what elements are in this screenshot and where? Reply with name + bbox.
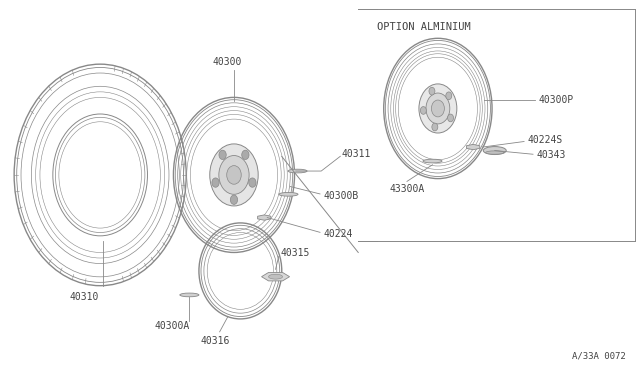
Polygon shape bbox=[467, 144, 480, 150]
Text: 40300A: 40300A bbox=[154, 321, 190, 331]
Ellipse shape bbox=[210, 144, 258, 206]
Text: 40300: 40300 bbox=[213, 57, 243, 67]
Ellipse shape bbox=[432, 123, 438, 131]
Text: 40300P: 40300P bbox=[538, 95, 573, 105]
Ellipse shape bbox=[486, 151, 504, 154]
Ellipse shape bbox=[227, 166, 241, 184]
Ellipse shape bbox=[426, 93, 450, 124]
Text: 40311: 40311 bbox=[342, 150, 371, 160]
Ellipse shape bbox=[212, 178, 219, 187]
Polygon shape bbox=[258, 215, 271, 220]
Text: OPTION ALMINIUM: OPTION ALMINIUM bbox=[378, 22, 471, 32]
Ellipse shape bbox=[423, 159, 442, 163]
Text: 40343: 40343 bbox=[536, 150, 566, 160]
Ellipse shape bbox=[447, 114, 454, 122]
Ellipse shape bbox=[419, 84, 457, 133]
Text: 40224: 40224 bbox=[323, 229, 353, 239]
Ellipse shape bbox=[288, 169, 307, 173]
Polygon shape bbox=[262, 272, 289, 281]
Text: 40316: 40316 bbox=[201, 336, 230, 346]
Ellipse shape bbox=[269, 274, 283, 279]
Ellipse shape bbox=[420, 107, 426, 114]
Text: 43300A: 43300A bbox=[389, 184, 424, 194]
Ellipse shape bbox=[279, 192, 298, 196]
Ellipse shape bbox=[483, 147, 506, 154]
Ellipse shape bbox=[219, 155, 249, 194]
Text: 40224S: 40224S bbox=[527, 135, 563, 145]
Ellipse shape bbox=[249, 178, 256, 187]
Text: 40300B: 40300B bbox=[323, 191, 358, 201]
Ellipse shape bbox=[446, 92, 452, 100]
Ellipse shape bbox=[180, 293, 199, 297]
Ellipse shape bbox=[230, 195, 237, 204]
Text: 40310: 40310 bbox=[70, 292, 99, 302]
Ellipse shape bbox=[431, 100, 444, 117]
Ellipse shape bbox=[242, 150, 249, 160]
Ellipse shape bbox=[429, 87, 435, 95]
Text: 40315: 40315 bbox=[281, 248, 310, 258]
Text: A/33A 0072: A/33A 0072 bbox=[572, 351, 626, 360]
Ellipse shape bbox=[219, 150, 226, 160]
